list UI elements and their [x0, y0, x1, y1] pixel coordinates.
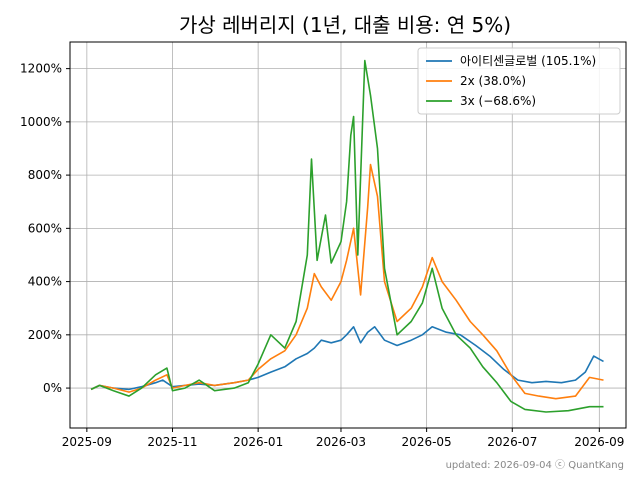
footer-note: updated: 2026-09-04 ⓒ QuantKang — [446, 459, 624, 471]
x-tick-label: 2025-11 — [147, 435, 197, 449]
y-tick-label: 800% — [28, 168, 62, 182]
y-tick-label: 1200% — [20, 62, 62, 76]
legend-label: 아이티센글로벌 (105.1%) — [460, 54, 596, 68]
x-tick-label: 2026-05 — [402, 435, 452, 449]
x-tick-label: 2025-09 — [62, 435, 112, 449]
y-tick-label: 400% — [28, 275, 62, 289]
y-tick-label: 0% — [43, 381, 62, 395]
x-tick-label: 2026-03 — [316, 435, 366, 449]
y-tick-label: 1000% — [20, 115, 62, 129]
series-line-1 — [90, 163, 604, 400]
legend-label: 2x (38.0%) — [460, 74, 526, 88]
series-line-2 — [90, 59, 604, 413]
x-tick-label: 2026-07 — [487, 435, 537, 449]
chart-title: 가상 레버리지 (1년, 대출 비용: 연 5%) — [179, 13, 511, 37]
series-line-0 — [90, 326, 604, 391]
legend: 아이티센글로벌 (105.1%) 2x (38.0%) 3x (−68.6%) — [417, 47, 621, 115]
axis-layer: 2025-09 2025-11 2026-01 2026-03 2026-05 2026-… — [20, 62, 624, 449]
y-tick-label: 200% — [28, 328, 62, 342]
x-tick-label: 2026-09 — [574, 435, 624, 449]
y-tick-label: 600% — [28, 221, 62, 235]
legend-label: 3x (−68.6%) — [460, 94, 536, 108]
x-tick-label: 2026-01 — [233, 435, 283, 449]
legend-box — [417, 47, 621, 115]
series-layer — [90, 59, 604, 413]
plot-frame — [69, 41, 627, 429]
